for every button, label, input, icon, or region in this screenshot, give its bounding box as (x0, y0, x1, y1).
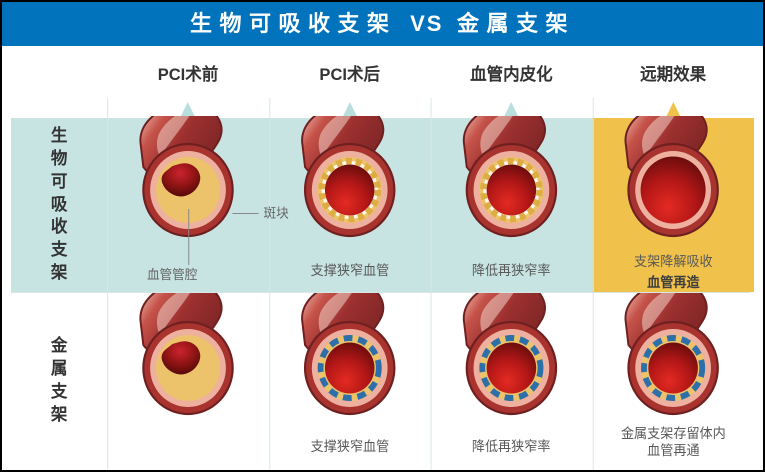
svg-text:降低再狭窄率: 降低再狭窄率 (472, 262, 551, 278)
svg-text:支架降解吸收: 支架降解吸收 (634, 254, 713, 269)
svg-text:金属支架存留体内: 金属支架存留体内 (621, 426, 726, 441)
svg-text:血管再通: 血管再通 (647, 443, 699, 458)
svg-text:支撑狭窄血管: 支撑狭窄血管 (311, 262, 390, 278)
svg-text:斑块: 斑块 (264, 205, 289, 220)
svg-text:降低再狭窄率: 降低再狭窄率 (472, 438, 551, 454)
svg-text:血管再造: 血管再造 (647, 274, 700, 290)
svg-text:支撑狭窄血管: 支撑狭窄血管 (311, 438, 390, 454)
svg-text:血管管腔: 血管管腔 (147, 267, 198, 282)
